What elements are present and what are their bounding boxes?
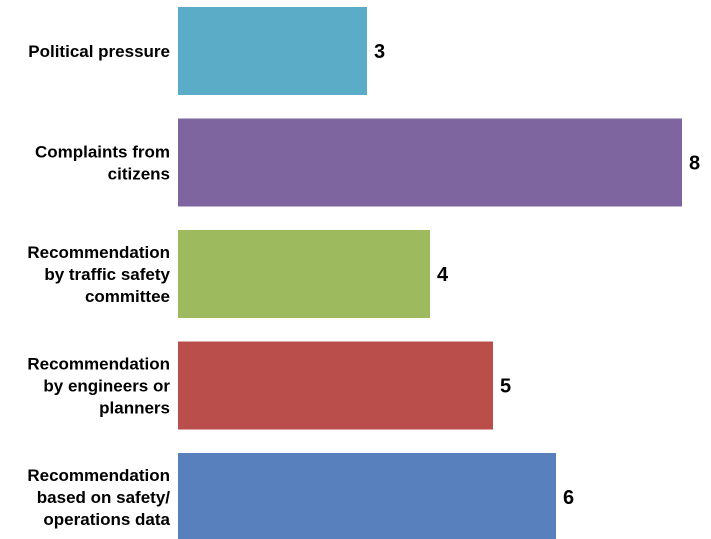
category-label-5: Recommendation based on safety/operations…	[27, 466, 170, 529]
category-label-line: Complaints from	[35, 143, 170, 162]
category-label-line: citizens	[108, 165, 170, 184]
bar-2	[178, 118, 682, 207]
category-label-line: Recommendation	[27, 243, 170, 262]
category-label-4: Recommendation by engineers or planners	[27, 355, 170, 418]
category-label-line: by engineers or	[43, 377, 170, 396]
category-label-line: Recommendation	[27, 466, 170, 485]
category-label-line: planners	[99, 399, 170, 418]
category-label-line: operations data	[43, 510, 170, 529]
value-label-1: 3	[374, 41, 385, 63]
bar-4	[178, 341, 493, 430]
bar-5	[178, 453, 556, 539]
bar-3	[178, 230, 430, 318]
category-label-3: Recommendation by traffic safety committee	[27, 243, 170, 306]
category-label-line: committee	[85, 287, 170, 306]
category-labels-group: Political pressure Complaints from citizen…	[27, 42, 170, 529]
value-label-3: 4	[437, 264, 449, 286]
bars-group	[178, 7, 682, 539]
category-label-line: by traffic safety	[44, 265, 170, 284]
value-label-4: 5	[500, 376, 511, 398]
category-label-1: Political pressure	[28, 42, 170, 61]
value-labels-group: 3 8 4 5 6	[374, 41, 700, 509]
value-label-2: 8	[689, 153, 700, 175]
bar-1	[178, 7, 367, 95]
category-label-line: Political pressure	[28, 42, 170, 61]
category-label-line: based on safety/	[37, 488, 170, 507]
value-label-5: 6	[563, 487, 574, 509]
category-label-2: Complaints from citizens	[35, 143, 170, 184]
category-label-line: Recommendation	[27, 355, 170, 374]
